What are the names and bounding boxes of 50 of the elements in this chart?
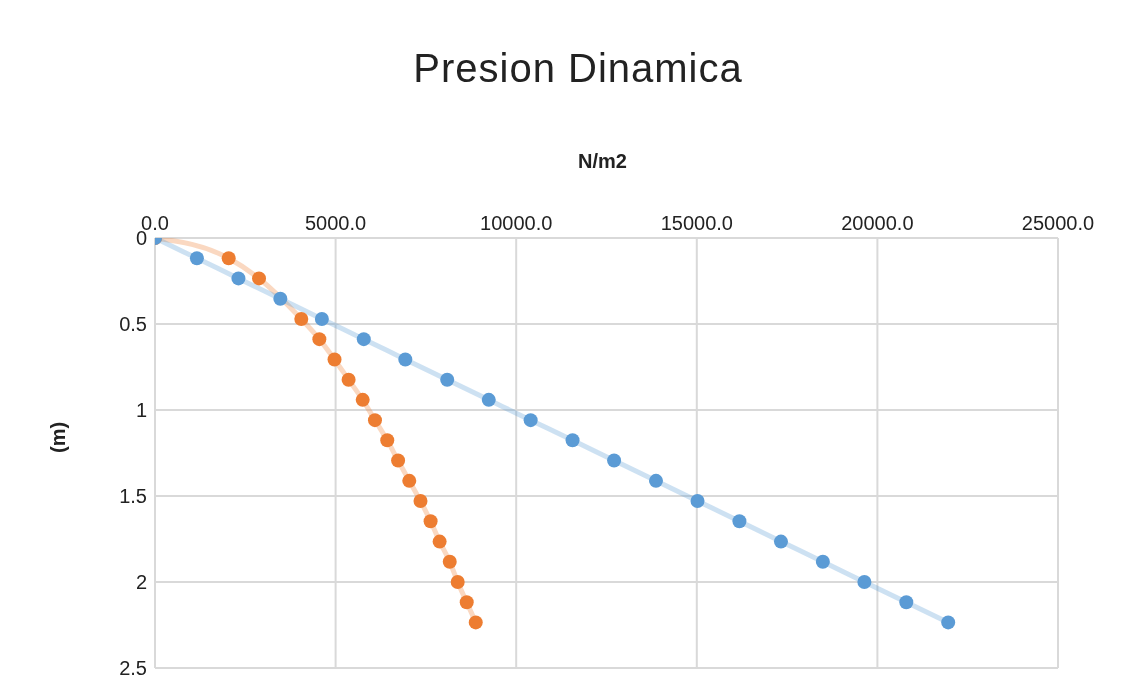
x-tick-label: 20000.0 <box>841 212 914 234</box>
point <box>857 575 872 589</box>
point <box>294 312 309 327</box>
point <box>432 534 447 549</box>
point <box>468 615 483 630</box>
x-tick-label: 10000.0 <box>480 212 553 234</box>
point <box>442 554 457 569</box>
point <box>252 271 267 286</box>
y-tick-label: 2.5 <box>119 657 147 680</box>
point <box>367 413 382 428</box>
point <box>221 251 236 266</box>
point <box>690 493 705 508</box>
point <box>327 352 342 367</box>
point <box>941 615 956 630</box>
point <box>440 372 455 387</box>
point <box>459 595 474 610</box>
point <box>413 493 428 508</box>
x-tick-label: 15000.0 <box>660 212 733 234</box>
point <box>815 554 830 569</box>
point <box>523 413 538 428</box>
point <box>607 453 622 468</box>
point <box>391 453 406 468</box>
point <box>312 332 327 347</box>
point <box>189 251 204 266</box>
chart-title: Presion Dinamica <box>412 45 744 91</box>
x-axis-title: N/m2 <box>577 150 628 173</box>
point <box>398 352 413 367</box>
point <box>423 514 438 529</box>
x-tick-label: 5000.0 <box>305 212 367 234</box>
y-tick-label: 1 <box>135 399 147 422</box>
point <box>773 534 788 549</box>
point <box>231 271 246 286</box>
x-tick-label: 25000.0 <box>1021 212 1095 234</box>
point <box>648 473 663 488</box>
y-axis-title: (m) <box>47 421 70 453</box>
point <box>356 332 371 347</box>
point <box>273 291 288 306</box>
point <box>481 392 496 407</box>
point <box>565 433 580 448</box>
point <box>402 473 417 488</box>
point <box>341 372 356 387</box>
point <box>732 514 747 529</box>
point <box>314 312 329 327</box>
y-tick-label: 2 <box>135 571 147 594</box>
point <box>380 433 395 448</box>
point <box>355 392 370 407</box>
point <box>899 595 914 610</box>
y-tick-label: 0.5 <box>119 313 147 336</box>
point <box>450 575 465 589</box>
y-tick-label: 1.5 <box>119 485 147 508</box>
